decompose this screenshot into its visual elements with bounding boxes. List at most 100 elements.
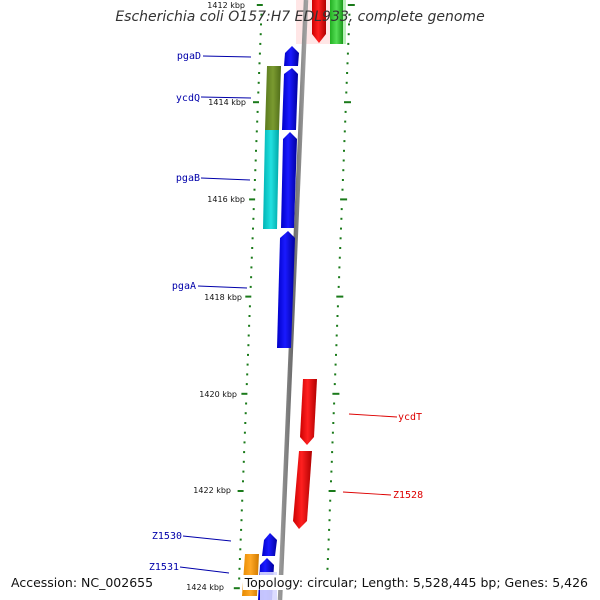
major-tick bbox=[253, 101, 259, 104]
minor-tick bbox=[331, 441, 334, 444]
minor-tick bbox=[343, 140, 346, 143]
minor-tick bbox=[238, 567, 241, 570]
minor-tick bbox=[247, 344, 250, 347]
minor-tick bbox=[341, 188, 344, 191]
leader-pgaA bbox=[197, 285, 248, 289]
minor-tick bbox=[252, 217, 255, 220]
accession-text: Accession: NC_002655 bbox=[9, 575, 156, 590]
minor-tick bbox=[328, 528, 331, 531]
minor-tick bbox=[248, 315, 251, 317]
minor-tick bbox=[240, 509, 243, 512]
minor-tick bbox=[346, 52, 349, 55]
minor-tick bbox=[329, 499, 332, 502]
gene-label-ycdQ: ycdQ bbox=[176, 93, 200, 104]
minor-tick bbox=[252, 227, 254, 230]
minor-tick bbox=[346, 72, 349, 74]
major-tick bbox=[249, 198, 256, 201]
minor-tick bbox=[257, 91, 260, 94]
minor-tick bbox=[256, 110, 259, 113]
minor-tick bbox=[340, 227, 342, 230]
gene-label-pgaD: pgaD bbox=[177, 51, 201, 62]
topology-text: Topology: circular; Length: 5,528,445 bp… bbox=[242, 575, 590, 590]
minor-tick bbox=[260, 23, 262, 26]
gene-arrow-top-red bbox=[312, 0, 326, 43]
minor-tick bbox=[333, 383, 336, 386]
major-tick bbox=[233, 587, 240, 590]
major-tick bbox=[336, 295, 344, 298]
major-tick bbox=[245, 295, 252, 298]
major-tick bbox=[328, 490, 336, 492]
left-tick-marks bbox=[233, 4, 263, 590]
minor-tick bbox=[332, 422, 335, 424]
feature-block-olive bbox=[265, 66, 281, 130]
minor-tick bbox=[347, 33, 350, 36]
major-tick bbox=[332, 392, 340, 395]
feature-block-cyan bbox=[263, 130, 279, 229]
minor-tick bbox=[346, 62, 349, 65]
label-leaders bbox=[179, 55, 398, 574]
leader-ycdT bbox=[348, 413, 398, 418]
gene-arrow-ycdQ bbox=[282, 68, 298, 130]
minor-tick bbox=[244, 422, 247, 424]
minor-tick bbox=[326, 567, 329, 570]
gene-arrow-pgaB bbox=[281, 132, 297, 228]
gene-label-Z1528: Z1528 bbox=[393, 490, 423, 501]
minor-tick bbox=[336, 315, 339, 317]
minor-tick bbox=[243, 451, 246, 454]
gene-block-top-green bbox=[330, 0, 343, 44]
minor-tick bbox=[242, 480, 244, 483]
gene-label-pgaA: pgaA bbox=[172, 281, 196, 292]
minor-tick bbox=[252, 208, 255, 211]
minor-tick bbox=[254, 169, 257, 172]
tick-label-1424: 1424 kbp bbox=[186, 583, 224, 592]
minor-tick bbox=[330, 480, 332, 483]
minor-tick bbox=[245, 402, 248, 405]
leader-ycdQ bbox=[200, 96, 252, 99]
minor-tick bbox=[334, 363, 337, 366]
minor-tick bbox=[240, 528, 243, 531]
minor-tick bbox=[344, 120, 347, 123]
minor-tick bbox=[345, 91, 348, 94]
gene-block-top-green-faint bbox=[343, 0, 346, 44]
minor-tick bbox=[250, 266, 253, 269]
minor-tick bbox=[334, 373, 337, 376]
minor-tick bbox=[253, 188, 256, 191]
minor-tick bbox=[347, 42, 350, 45]
minor-tick bbox=[338, 266, 341, 269]
minor-tick bbox=[330, 470, 333, 473]
minor-tick bbox=[327, 538, 330, 541]
minor-tick bbox=[260, 13, 263, 16]
minor-tick bbox=[247, 334, 250, 337]
minor-tick bbox=[257, 81, 260, 84]
gene-arrow-ycdT bbox=[300, 379, 317, 445]
minor-tick bbox=[245, 383, 248, 386]
major-tick bbox=[340, 198, 348, 201]
major-tick bbox=[256, 4, 263, 6]
leader-Z1531 bbox=[179, 566, 230, 574]
minor-tick bbox=[238, 577, 241, 580]
minor-tick bbox=[335, 334, 338, 337]
minor-tick bbox=[251, 237, 254, 240]
tick-label-1420: 1420 kbp bbox=[199, 390, 237, 399]
minor-tick bbox=[248, 324, 251, 327]
minor-tick bbox=[338, 256, 341, 259]
minor-tick bbox=[331, 451, 334, 454]
minor-tick bbox=[239, 548, 242, 551]
minor-tick bbox=[340, 217, 343, 220]
minor-tick bbox=[248, 305, 251, 308]
genome-backbone bbox=[277, 0, 309, 600]
minor-tick bbox=[255, 130, 258, 133]
minor-tick bbox=[345, 81, 348, 84]
minor-tick bbox=[335, 353, 337, 356]
minor-tick bbox=[251, 247, 254, 249]
minor-tick bbox=[254, 159, 257, 162]
minor-tick bbox=[340, 208, 343, 211]
minor-tick bbox=[258, 52, 261, 55]
minor-tick bbox=[328, 509, 331, 512]
minor-tick bbox=[247, 353, 249, 356]
minor-tick bbox=[243, 431, 246, 434]
major-tick bbox=[344, 101, 351, 104]
gene-arrow-Z1528 bbox=[293, 451, 312, 529]
minor-tick bbox=[256, 120, 259, 123]
minor-tick bbox=[331, 431, 334, 434]
